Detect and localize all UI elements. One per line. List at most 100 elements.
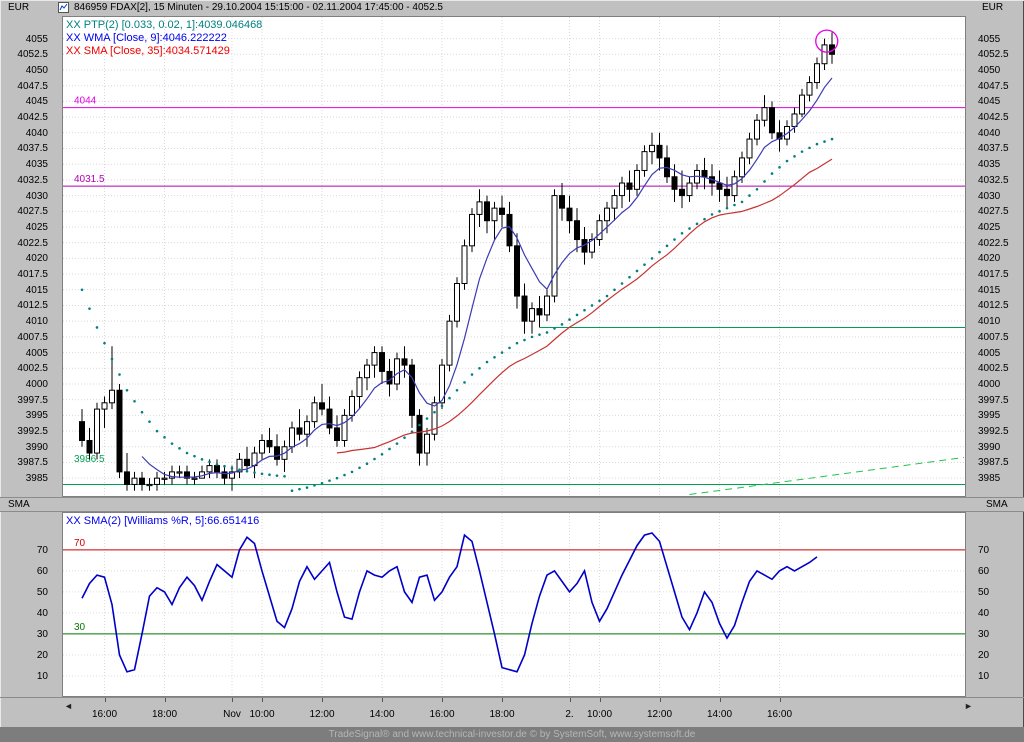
axis-tick-label: 4037.5 [17,143,48,155]
axis-tick-label: 60 [978,565,990,577]
status-text: TradeSignal® and www.technical-investor.… [328,729,696,740]
axis-tick-label: 4042.5 [978,112,1009,124]
axis-tick-label: 3997.5 [978,394,1009,406]
axis-tick-label: 4025 [25,221,48,233]
axis-tick-label: 30 [36,628,48,640]
scroll-left-icon[interactable]: ◄ [64,701,73,711]
axis-tick-label: 3997.5 [17,394,48,406]
svg-text:4044: 4044 [74,96,97,107]
williams-r-line [81,532,818,673]
legend-wma[interactable]: XX WMA [Close, 9]:4046.222222 [66,32,227,44]
time-tick-mark [599,698,601,702]
oscillator-legend: XX SMA(2) [Williams %R, 5]:66.651416 [66,515,259,527]
time-tick-mark [382,698,383,702]
axis-tick-label: 50 [978,586,990,598]
axis-tick-label: 4047.5 [978,80,1009,92]
time-tick-mark [262,698,263,702]
svg-text:4031.5: 4031.5 [74,174,105,185]
axis-tick-label: 3992.5 [978,426,1009,438]
status-bar: TradeSignal® and www.technical-investor.… [0,727,1024,742]
time-tick-mark [719,698,721,702]
axis-tick-label: 4037.5 [978,143,1009,155]
axis-tick-label: 70 [36,544,48,556]
axis-tick-label: 10 [978,670,990,682]
svg-text:3986.5: 3986.5 [74,454,105,465]
axis-tick-label: 4030 [978,190,1001,202]
axis-tick-label: 3990 [978,441,1001,453]
time-tick-mark [502,698,503,702]
osc-axis-unit-right: SMA [986,499,1008,510]
time-tick-mark [104,698,106,702]
axis-tick-label: 4022.5 [978,237,1009,249]
axis-tick-label: 4012.5 [17,300,48,312]
axis-tick-label: 3987.5 [17,457,48,469]
axis-tick-label: 10 [36,670,48,682]
time-axis[interactable]: ◄ ► 16:00 18:00 Nov 10:00 12:00 14:00 16:00 18:… [0,697,1024,727]
chart-title: 846959 FDAX[2], 15 Minuten - 29.10.2004 … [74,2,443,13]
axis-tick-label: 4022.5 [17,237,48,249]
axis-tick-label: 4025 [978,221,1001,233]
axis-tick-label: 3985 [978,473,1001,485]
axis-tick-label: 4045 [25,96,48,108]
horizontal-price-lines: 4044 4031.5 3986.5 [63,96,965,485]
legend-sma[interactable]: XX SMA [Close, 35]:4034.571429 [66,45,230,57]
price-gridlines [63,17,965,496]
time-tick-label: 14:00 [706,709,733,720]
sma-35-line [336,158,833,454]
axis-tick-label: 40 [978,607,990,619]
time-tick-mark [232,698,233,702]
axis-tick-label: 3990 [25,441,48,453]
oscillator-plot[interactable]: 70 30 [62,512,966,697]
axis-tick-label: 4040 [25,127,48,139]
time-tick-label: 16:00 [91,709,118,720]
price-chart-plot[interactable]: 4044 4031.5 3986.5 [62,16,966,497]
panel-splitter[interactable]: SMA SMA [0,497,1024,512]
axis-tick-label: 4020 [978,253,1001,265]
osc-axis-right[interactable]: 10 20 30 40 50 60 70 [966,512,1024,697]
svg-text:70: 70 [74,538,86,549]
time-tick-label: 12:00 [646,709,673,720]
axis-tick-label: 60 [36,565,48,577]
axis-tick-label: 30 [978,628,990,640]
axis-tick-label: 4027.5 [978,206,1009,218]
instrument-icon [58,2,69,13]
ptp-dots [80,137,834,493]
wma-9-line [141,77,833,478]
axis-tick-label: 4005 [25,347,48,359]
axis-tick-label: 3985 [25,473,48,485]
time-tick-mark [779,698,781,702]
axis-tick-label: 40 [36,607,48,619]
axis-tick-label: 4042.5 [17,112,48,124]
axis-tick-label: 4050 [978,65,1001,76]
axis-tick-label: 70 [978,544,990,556]
price-axis-right[interactable]: 3985 3987.5 3990 3992.5 3995 3997.5 4000 4002.5… [966,16,1024,497]
osc-axis-left[interactable]: 10 20 30 40 50 60 70 [0,512,62,697]
chart-header: EUR 846959 FDAX[2], 15 Minuten - 29.10.2… [0,0,1024,16]
axis-tick-label: 50 [36,586,48,598]
indicator-legend: XX PTP(2) [0.033, 0.02, 1]:4039.046468 X… [66,19,262,58]
axis-tick-label: 4052.5 [17,49,48,61]
time-tick-mark [442,698,443,702]
legend-williams-r[interactable]: XX SMA(2) [Williams %R, 5]:66.651416 [66,515,260,527]
time-tick-label: 12:00 [309,709,335,720]
scroll-right-icon[interactable]: ► [964,701,973,711]
axis-tick-label: 4035 [978,159,1001,171]
axis-tick-label: 4002.5 [978,363,1009,375]
time-tick-mark [659,698,661,702]
legend-ptp[interactable]: XX PTP(2) [0.033, 0.02, 1]:4039.046468 [66,19,263,31]
axis-tick-label: 4032.5 [17,174,48,186]
axis-tick-label: 4032.5 [978,174,1009,186]
axis-tick-label: 4000 [25,378,48,390]
axis-tick-label: 3992.5 [17,426,48,438]
axis-tick-label: 4005 [978,347,1001,359]
axis-tick-label: 3995 [978,410,1001,422]
axis-tick-label: 4050 [25,65,48,76]
axis-tick-label: 20 [36,649,48,661]
price-axis-left[interactable]: 3985 3987.5 3990 3992.5 3995 3997.5 4000 4002.5… [0,16,62,497]
axis-tick-label: 4055 [25,33,48,45]
time-tick-label: Nov [223,709,241,720]
time-tick-label: 14:00 [369,709,395,720]
price-axis-unit-right: EUR [982,2,1004,13]
axis-tick-label: 4012.5 [978,300,1009,312]
